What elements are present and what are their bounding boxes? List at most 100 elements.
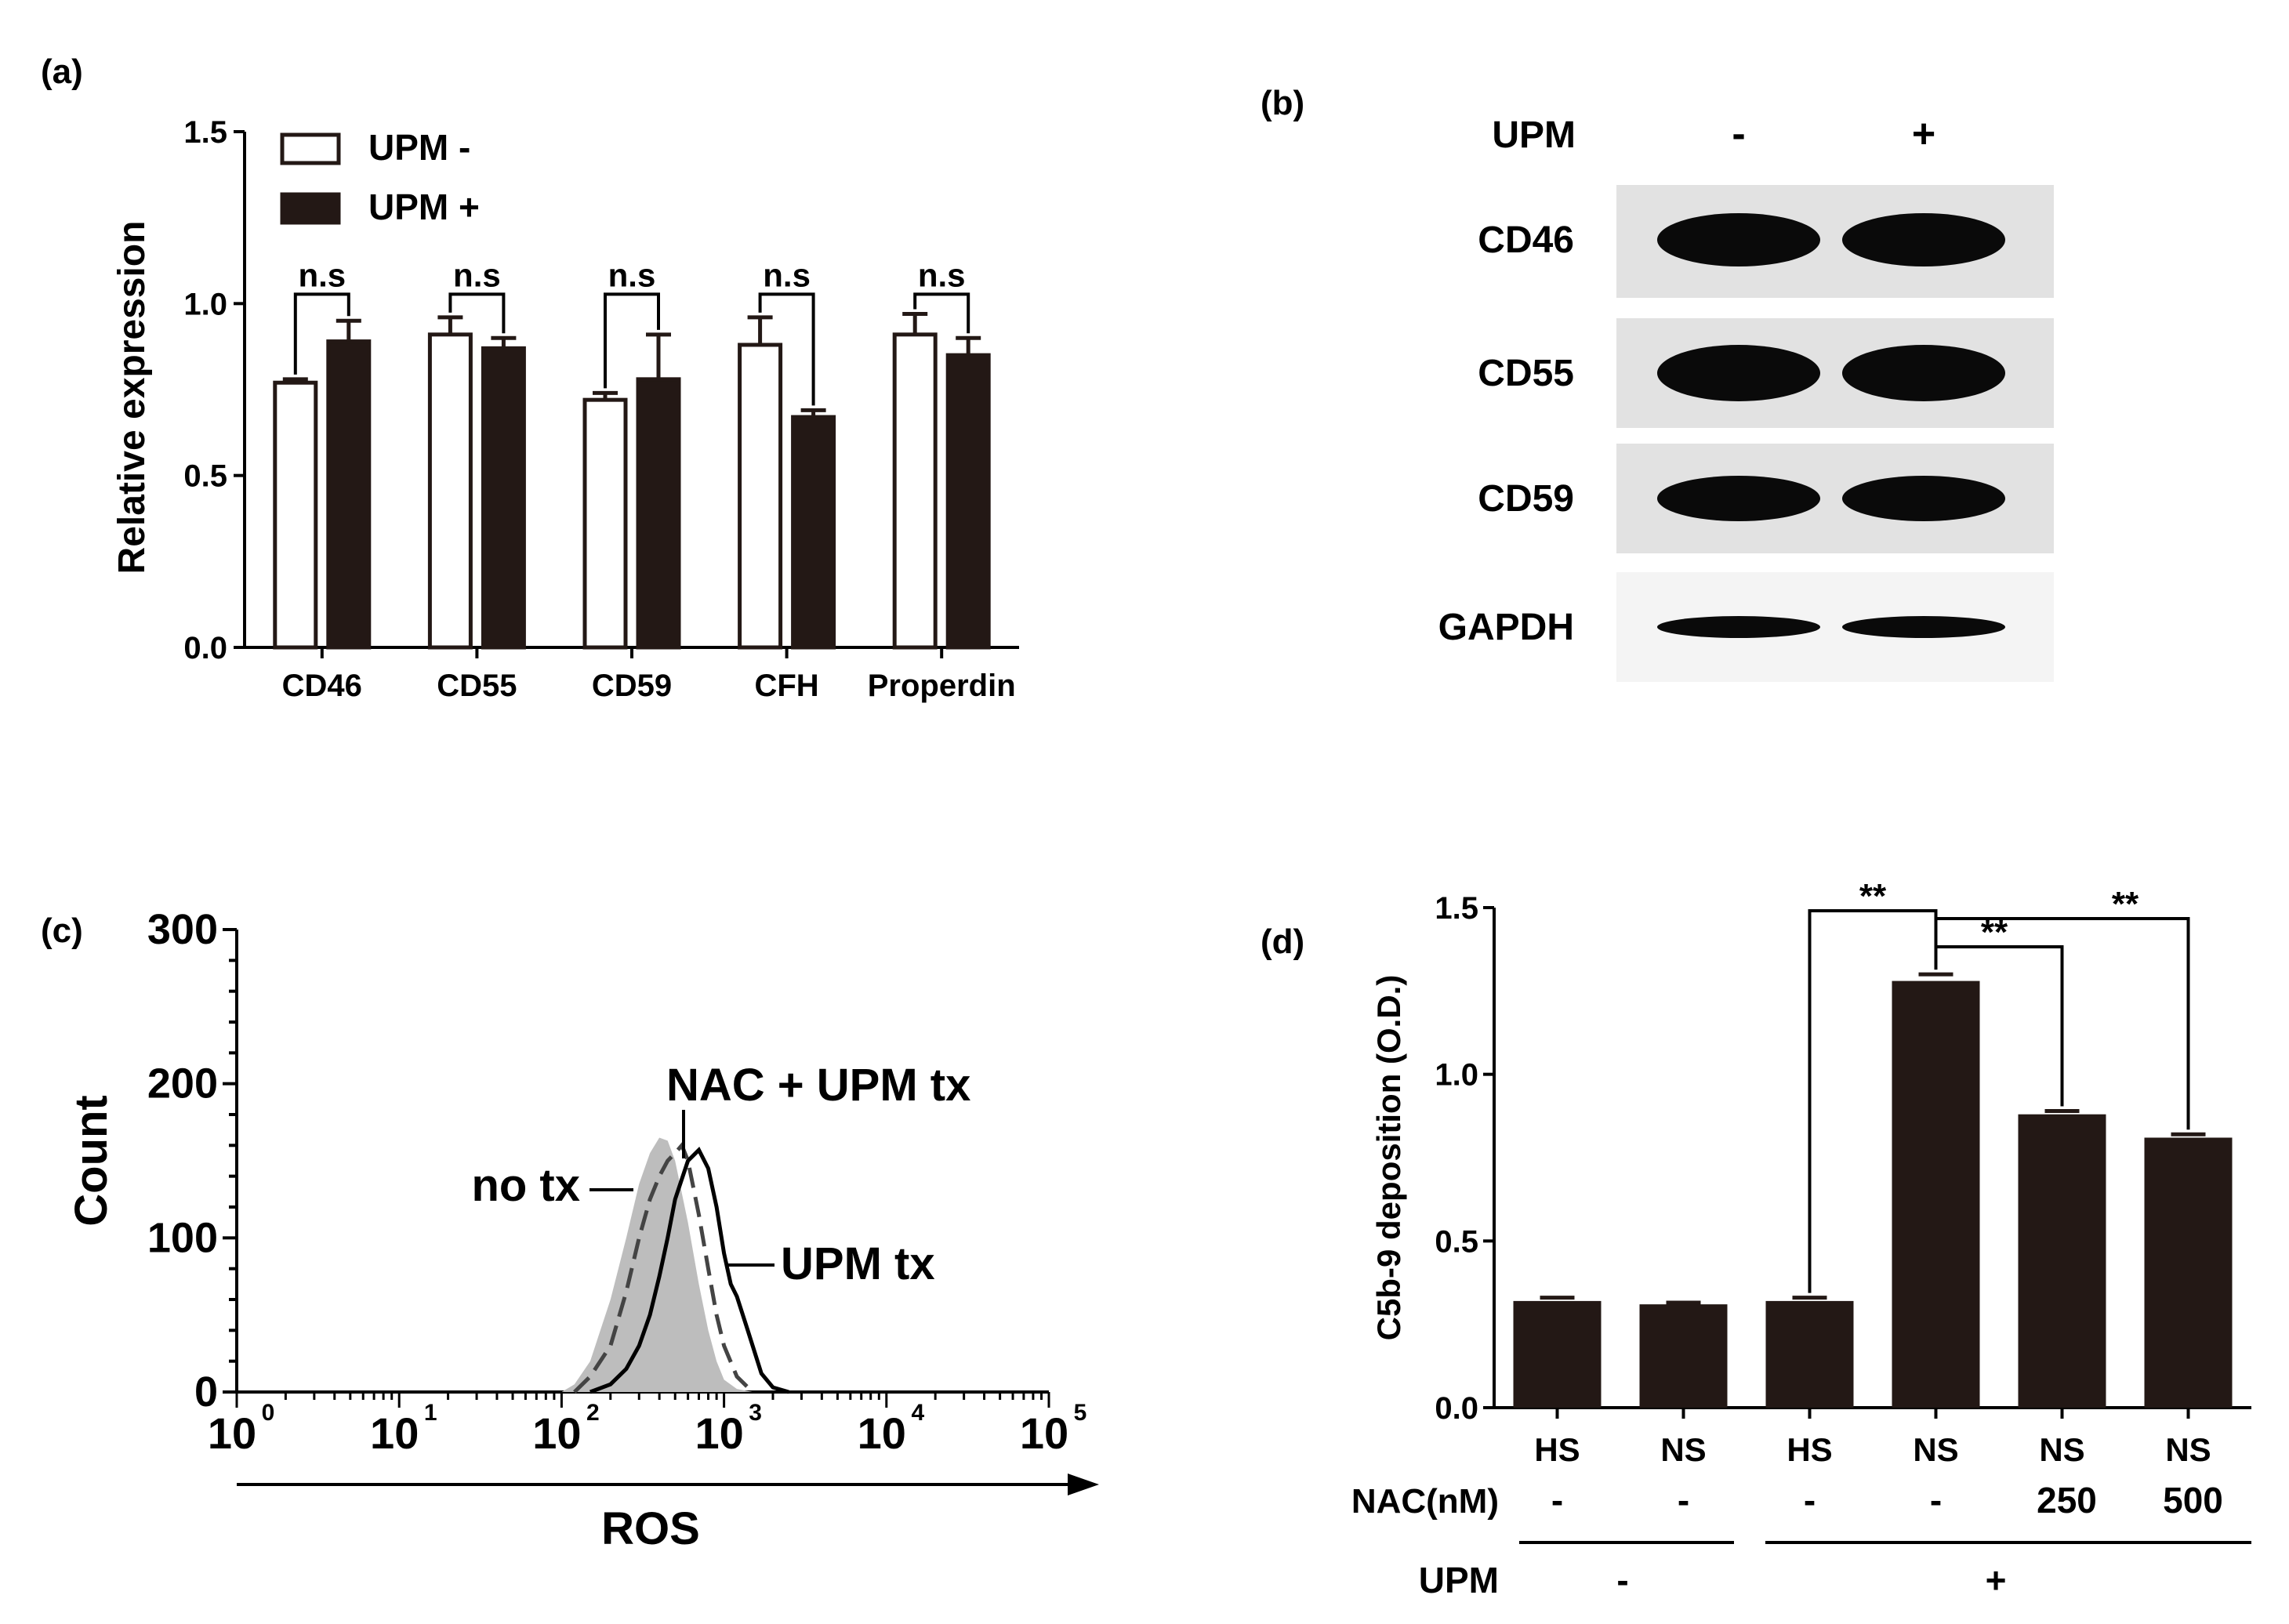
a-y-tick-label: 1.5	[183, 115, 227, 150]
d-sig-bracket	[1808, 909, 1938, 1293]
a-category-label: CD55	[437, 669, 517, 703]
c-label-nac-upm-tx: NAC + UPM tx	[666, 1060, 970, 1111]
c-y-tick-label: 200	[147, 1060, 218, 1107]
d-y-tick-label: 1.0	[1435, 1058, 1478, 1093]
c-x-tick-label: 10	[532, 1408, 581, 1458]
a-legend-label: UPM +	[368, 187, 480, 227]
b-band	[1842, 345, 2005, 401]
d-upm-label: UPM	[1419, 1560, 1499, 1600]
a-ns-label: n.s	[453, 256, 501, 293]
b-row-label: CD46	[1478, 219, 1574, 261]
a-bar-upm-plus	[326, 339, 372, 650]
c-ros-arrow-head	[1068, 1474, 1099, 1495]
a-bar-upm-minus	[427, 332, 473, 650]
d-bar	[2018, 1114, 2106, 1408]
panel-label-c: (c)	[41, 912, 83, 950]
panel-label-b: (b)	[1261, 84, 1304, 122]
d-nac-value: -	[1551, 1480, 1563, 1521]
d-y-axis-label: C5b-9 deposition (O.D.)	[1370, 975, 1407, 1341]
c-x-tick-label: 10	[1020, 1408, 1068, 1458]
b-band	[1657, 476, 1820, 521]
c-x-tick-exponent: 3	[749, 1400, 762, 1426]
d-upm-minus: -	[1616, 1560, 1628, 1600]
c-x-tick-exponent: 0	[262, 1400, 275, 1426]
c-y-tick-label: 0	[194, 1368, 218, 1416]
d-y-tick-label: 0.5	[1435, 1224, 1478, 1259]
b-row-label: GAPDH	[1438, 607, 1574, 648]
b-band	[1657, 345, 1820, 401]
c-x-tick-exponent: 2	[586, 1400, 600, 1426]
panel-label-a: (a)	[41, 53, 83, 91]
a-legend-swatch	[280, 192, 341, 225]
c-x-tick-label: 10	[695, 1408, 743, 1458]
a-bar-upm-minus	[582, 397, 628, 650]
d-nac-value: -	[1678, 1480, 1689, 1521]
d-category-label: NS	[1913, 1431, 1958, 1468]
d-y-tick-label: 0.0	[1435, 1391, 1478, 1426]
a-significance-bracket	[448, 292, 506, 334]
d-bar	[2144, 1137, 2233, 1408]
a-significance-bracket	[913, 292, 970, 334]
c-x-tick-exponent: 4	[911, 1400, 924, 1426]
d-category-label: HS	[1534, 1431, 1580, 1468]
a-bar-upm-minus	[892, 332, 938, 650]
d-nac-value: -	[1930, 1480, 1942, 1521]
a-bar-upm-plus	[945, 353, 991, 650]
a-y-tick-label: 0.0	[183, 631, 227, 665]
a-bar-upm-minus	[738, 343, 783, 650]
a-ns-label: n.s	[298, 256, 346, 293]
a-significance-bracket	[604, 292, 660, 389]
b-band	[1657, 616, 1820, 638]
a-y-axis-label: Relative expression	[111, 221, 153, 575]
panel-d-bar-chart: 0.0 0.5 1.0 1.5 C5b-9 deposition (O.D.) HS - NS…	[1351, 877, 2251, 1600]
a-y-tick-label: 1.0	[183, 287, 227, 321]
c-series-nac-upm-tx	[573, 1141, 754, 1394]
c-label-no-tx: no tx	[471, 1160, 580, 1211]
d-category-label: NS	[2039, 1431, 2084, 1468]
c-y-axis-label: Count	[66, 1095, 117, 1227]
d-bar	[1765, 1300, 1854, 1408]
d-bar	[1639, 1304, 1728, 1408]
c-y-tick-label: 100	[147, 1214, 218, 1261]
panel-b-western-blot: UPM - + CD46 CD55 CD59 GAPDH	[1438, 111, 2054, 682]
a-legend-label: UPM -	[368, 127, 470, 168]
panel-label-d: (d)	[1261, 923, 1304, 961]
c-x-tick-label: 10	[858, 1408, 906, 1458]
a-category-label: Properdin	[868, 669, 1016, 703]
d-bar	[1892, 981, 1980, 1408]
d-sig-bracket	[1935, 917, 2190, 1130]
d-nac-value: 500	[2163, 1480, 2223, 1521]
d-nac-value: 250	[2037, 1480, 2097, 1521]
b-lane-label: +	[1912, 111, 1935, 157]
d-sig-label: **	[2112, 885, 2139, 923]
d-sig-label: **	[1859, 877, 1887, 915]
c-label-upm-tx: UPM tx	[781, 1238, 935, 1289]
a-ns-label: n.s	[763, 256, 811, 293]
a-y-tick-label: 0.5	[183, 459, 227, 494]
c-x-axis-label: ROS	[601, 1503, 700, 1554]
b-band	[1842, 476, 2005, 521]
c-y-tick-label: 300	[147, 906, 218, 953]
b-row-label: CD59	[1478, 478, 1574, 520]
b-band	[1842, 616, 2005, 638]
a-category-label: CFH	[754, 669, 818, 703]
b-band	[1657, 213, 1820, 266]
a-significance-bracket	[293, 292, 350, 375]
a-significance-bracket	[758, 292, 815, 406]
b-band	[1842, 213, 2005, 266]
d-y-tick-label: 1.5	[1435, 891, 1478, 926]
d-nac-value: -	[1804, 1480, 1816, 1521]
d-upm-plus: +	[1986, 1560, 2007, 1600]
d-category-label: HS	[1787, 1431, 1832, 1468]
c-x-tick-label: 10	[208, 1408, 256, 1458]
b-lane-label: -	[1732, 111, 1745, 157]
d-category-label: NS	[1660, 1431, 1706, 1468]
a-category-label: CD59	[592, 669, 672, 703]
a-legend-swatch	[280, 132, 341, 165]
a-ns-label: n.s	[608, 256, 656, 293]
c-series-upm-tx	[589, 1147, 789, 1394]
d-sig-bracket	[1935, 945, 2064, 1107]
c-series-no-tx	[561, 1137, 753, 1392]
